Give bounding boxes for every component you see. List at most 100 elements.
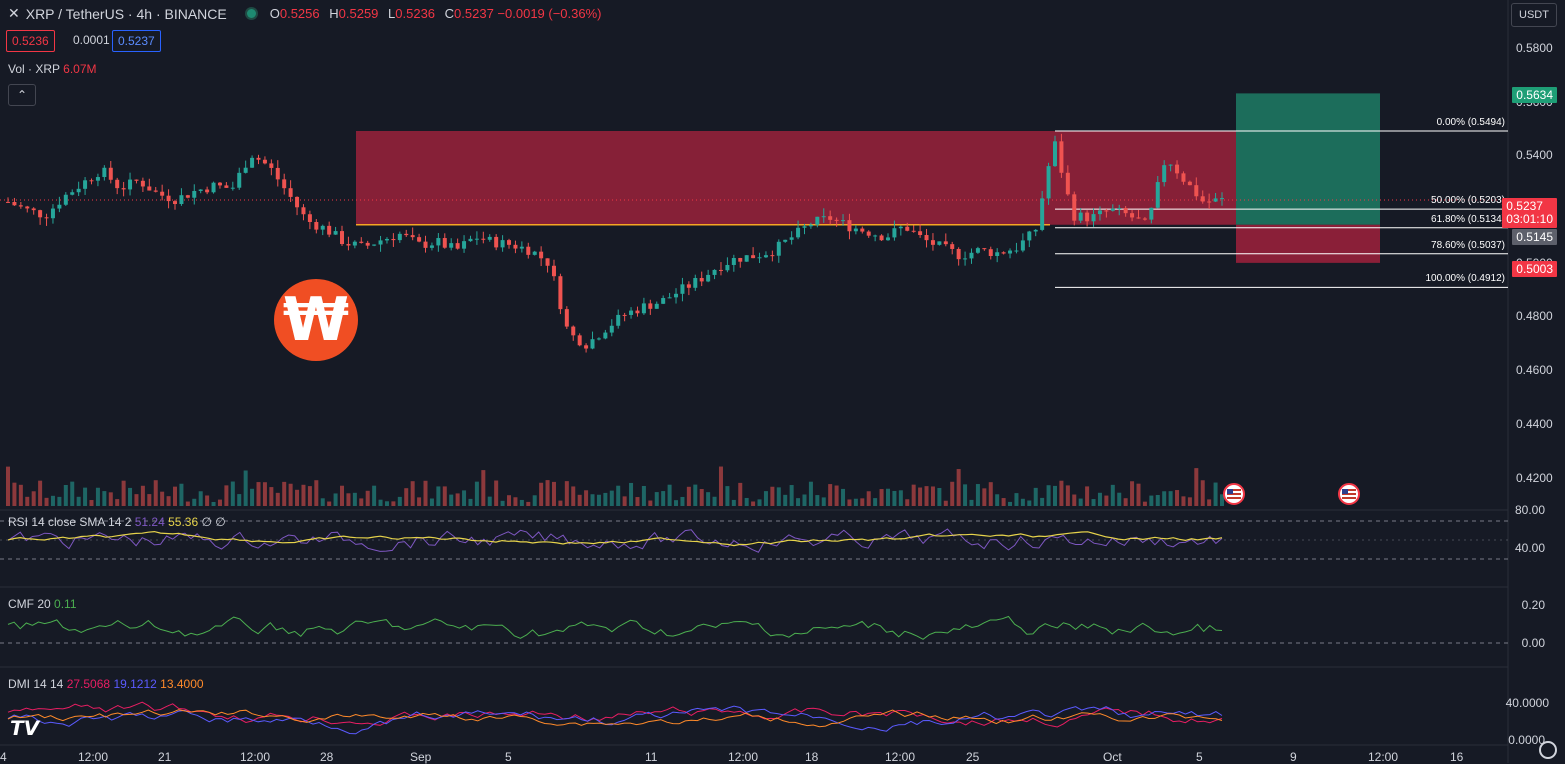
candle-body: [796, 227, 801, 238]
candle-body: [930, 240, 935, 245]
dmi-legend: DMI 14 14 27.5068 19.1212 13.4000: [8, 677, 204, 691]
volume-bar: [995, 494, 1000, 506]
candle-body: [365, 242, 370, 246]
candle-body: [879, 235, 884, 241]
tradingview-logo[interactable]: 𝙏𝙑: [10, 716, 40, 740]
us-flag-event-icon[interactable]: [1223, 483, 1245, 505]
candle-body: [352, 241, 357, 246]
volume-bar: [975, 484, 980, 506]
volume-bar: [1220, 494, 1224, 506]
volume-bar: [551, 481, 556, 506]
volume-bar: [89, 500, 94, 506]
volume-bar: [1123, 498, 1128, 506]
volume-label: Vol · XRP: [8, 62, 60, 76]
settings-gear-icon[interactable]: [1539, 741, 1557, 759]
volume-bar: [211, 501, 216, 506]
candle-body: [828, 216, 833, 220]
volume-bar: [731, 499, 736, 506]
volume-bar: [988, 482, 993, 506]
chevron-up-icon[interactable]: ⌃: [8, 84, 36, 106]
volume-bar: [661, 491, 666, 506]
rsi-line: [7, 528, 1223, 553]
candle-body: [1213, 198, 1218, 202]
candle-body: [1040, 198, 1045, 230]
candle-body: [269, 163, 274, 168]
candle-body: [629, 310, 634, 315]
time-axis-label: Sep: [410, 750, 432, 764]
chart-header: ✕ XRP / TetherUS · 4h · BINANCE O0.5256 …: [8, 5, 608, 22]
candle-body: [38, 210, 43, 218]
candle-body: [815, 216, 820, 225]
candle-body: [590, 339, 595, 349]
volume-bar: [943, 500, 948, 506]
volume-bar: [963, 484, 968, 506]
volume-bar: [63, 484, 68, 506]
candle-body: [288, 188, 293, 197]
volume-bar: [712, 496, 717, 506]
candle-body: [622, 314, 627, 316]
dmi-minus-line: [7, 705, 1223, 735]
close-symbol-icon[interactable]: ✕: [8, 5, 20, 21]
volume-bar: [693, 484, 698, 506]
candle-body: [558, 276, 563, 310]
candle-body: [1123, 208, 1128, 214]
volume-bar: [429, 498, 434, 506]
cmf-line: [7, 615, 1223, 640]
volume-bar: [295, 489, 300, 506]
candle-body: [1046, 166, 1051, 199]
candle-body: [911, 230, 916, 232]
candle-body: [924, 235, 929, 241]
stop-price-tag: 0.5003: [1512, 261, 1557, 277]
candle-body: [44, 217, 49, 219]
candle-body: [577, 335, 582, 346]
symbol-title[interactable]: XRP / TetherUS · 4h · BINANCE: [25, 5, 227, 22]
volume-bar: [1020, 498, 1025, 506]
volume-bar: [50, 495, 55, 506]
rsi-value: 51.24: [134, 515, 165, 529]
volume-bar: [1181, 496, 1186, 506]
volume-bar: [95, 487, 100, 506]
volume-bar: [1040, 497, 1045, 506]
volume-bar: [1194, 468, 1199, 506]
volume-bar: [558, 500, 563, 506]
volume-bar: [770, 486, 775, 506]
buy-price-button[interactable]: 0.5237: [112, 30, 161, 52]
volume-bar: [1085, 486, 1090, 506]
candle-body: [1052, 141, 1057, 167]
candle-body: [295, 196, 300, 208]
candle-body: [494, 236, 499, 248]
volume-bar: [230, 481, 235, 506]
time-axis-label: Oct: [1103, 750, 1122, 764]
time-axis-label: 12:00: [885, 750, 916, 764]
volume-bar: [352, 492, 357, 506]
currency-button[interactable]: USDT: [1511, 3, 1557, 27]
volume-bar: [1155, 495, 1160, 506]
candle-body: [1130, 213, 1135, 218]
candle-body: [584, 345, 589, 349]
volume-bar: [217, 499, 222, 506]
candle-body: [995, 252, 1000, 257]
candle-body: [513, 244, 518, 249]
volume-bar: [1142, 501, 1147, 506]
volume-bar: [115, 499, 120, 506]
volume-bar: [654, 492, 659, 506]
candle-body: [1085, 212, 1090, 222]
volume-bar: [83, 487, 88, 506]
us-flag-event-icon-2[interactable]: [1338, 483, 1360, 505]
volume-bar: [262, 482, 267, 506]
sell-price-button[interactable]: 0.5236: [6, 30, 55, 52]
candle-body: [674, 293, 679, 298]
candle-body: [301, 207, 306, 215]
candle-body: [1072, 194, 1077, 221]
candle-body: [128, 179, 133, 190]
candle-body: [969, 252, 974, 259]
rsi-extra: ∅ ∅: [201, 515, 226, 529]
candle-body: [1027, 231, 1032, 241]
candle-body: [121, 188, 126, 190]
volume-bar: [224, 485, 229, 506]
candle-body: [847, 220, 852, 232]
fib-label: 50.00% (0.5203): [1431, 195, 1505, 207]
candle-body: [205, 189, 210, 193]
candle-body: [956, 248, 961, 260]
